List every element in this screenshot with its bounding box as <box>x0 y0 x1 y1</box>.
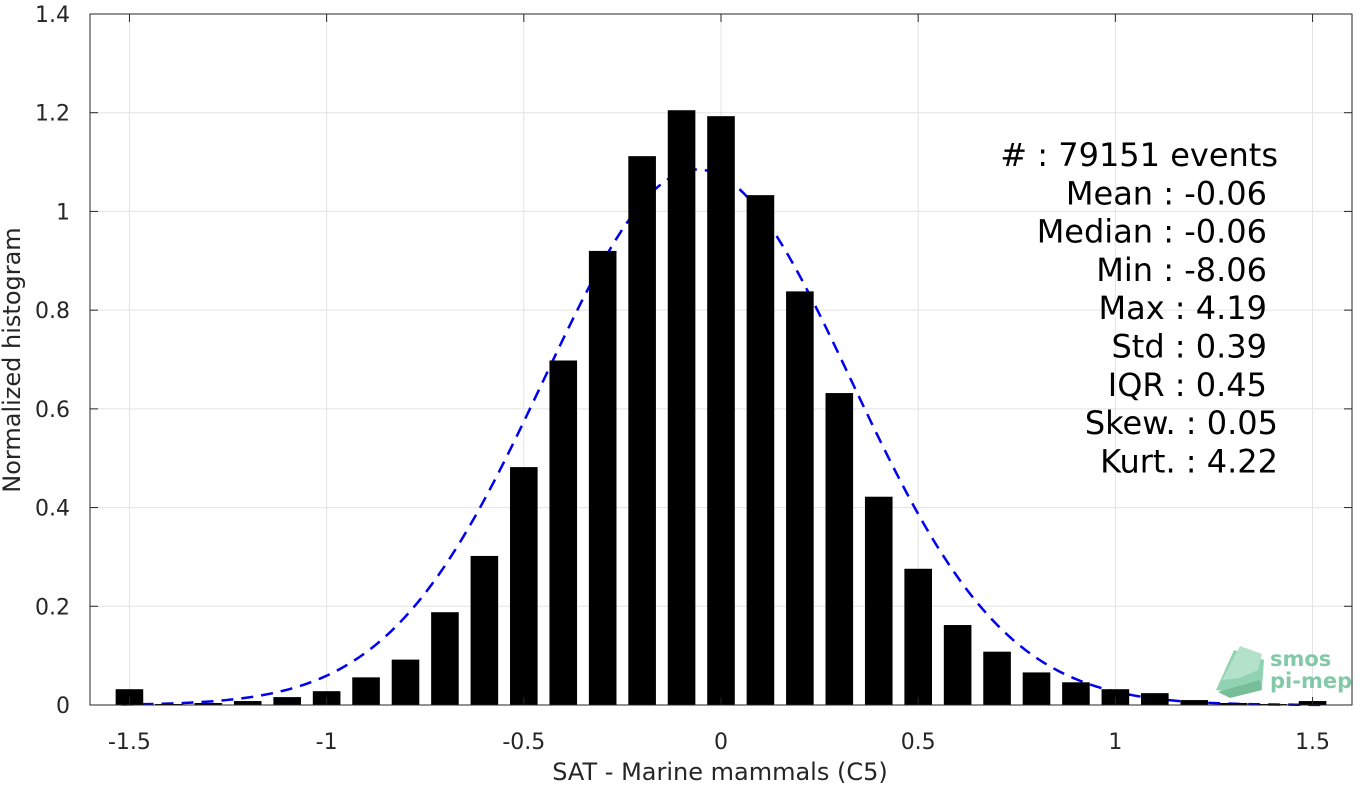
y-tick-label: 0.6 <box>35 398 70 423</box>
y-tick-label: 0.2 <box>35 595 70 620</box>
histogram-bar <box>628 156 656 706</box>
x-tick-label: 1 <box>1108 730 1122 755</box>
x-tick-label: 1.5 <box>1295 730 1330 755</box>
histogram-bar <box>352 677 380 705</box>
histogram-bar <box>904 568 932 705</box>
histogram-bar <box>549 360 578 705</box>
histogram-bar <box>233 701 262 705</box>
histogram-bar <box>1022 672 1051 705</box>
histogram-bar <box>746 195 775 705</box>
x-tick-label: -0.5 <box>502 730 545 755</box>
smos-pi-mep-logo: smos pi-mep <box>1216 646 1352 698</box>
x-tick-label: -1 <box>316 730 338 755</box>
logo-line1: smos <box>1270 647 1331 671</box>
y-axis-ticks: 0 0.2 0.4 0.6 0.8 1 1.2 1.4 <box>35 3 1352 719</box>
y-tick-label: 1.2 <box>35 102 70 127</box>
histogram-bar <box>588 250 617 705</box>
x-tick-label: 0 <box>714 730 728 755</box>
histogram-bar <box>273 697 301 705</box>
histogram-bar <box>194 703 223 705</box>
x-tick-label: 0.5 <box>901 730 936 755</box>
stat-line: Mean : -0.06 <box>1066 174 1267 212</box>
x-axis-title: SAT - Marine mammals (C5) <box>552 758 887 785</box>
stat-line: Min : -8.06 <box>1096 251 1267 289</box>
y-tick-label: 1 <box>56 200 70 225</box>
bar-layer <box>115 110 1327 706</box>
histogram-bar <box>983 651 1011 705</box>
y-axis-title: Normalized histogram <box>0 227 26 492</box>
histogram-bar <box>864 496 893 705</box>
histogram-bar <box>1062 682 1090 705</box>
stat-line: Std : 0.39 <box>1111 328 1267 366</box>
stat-line: IQR : 0.45 <box>1108 366 1267 404</box>
x-axis-ticks: -1.5 -1 -0.5 0 0.5 1 1.5 <box>108 14 1330 755</box>
logo-mark-icon <box>1216 646 1264 698</box>
histogram-bar <box>470 555 499 705</box>
stat-line: # : 79151 events <box>1000 136 1278 174</box>
histogram-bar <box>510 467 538 705</box>
histogram-bar <box>1141 693 1169 705</box>
histogram-bar <box>1219 703 1248 705</box>
histogram-bar <box>825 393 854 705</box>
stat-line: Max : 4.19 <box>1098 289 1267 327</box>
y-tick-label: 0.8 <box>35 299 70 324</box>
y-tick-label: 0 <box>56 694 70 719</box>
stat-line: Kurt. : 4.22 <box>1100 442 1278 480</box>
stat-line: Median : -0.06 <box>1037 213 1267 251</box>
histogram-bar <box>391 659 420 705</box>
histogram-bar <box>786 291 814 705</box>
stat-line: Skew. : 0.05 <box>1085 404 1278 442</box>
histogram-bar <box>707 116 735 705</box>
histogram-bar <box>431 612 459 705</box>
histogram-bar <box>943 625 972 705</box>
x-tick-label: -1.5 <box>108 730 151 755</box>
logo-line2: pi-mep <box>1270 669 1352 693</box>
histogram-bar <box>667 110 696 705</box>
y-tick-label: 1.4 <box>35 3 70 28</box>
y-tick-label: 0.4 <box>35 497 70 522</box>
histogram-bar <box>1180 700 1209 705</box>
